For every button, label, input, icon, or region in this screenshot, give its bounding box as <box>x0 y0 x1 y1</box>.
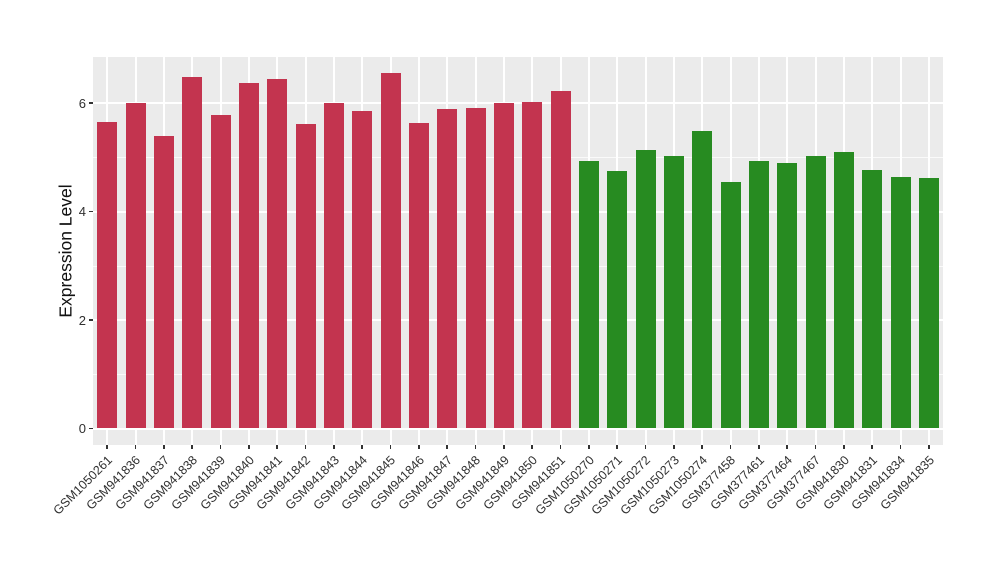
x-tick-mark <box>389 445 392 449</box>
gridline-major-y6 <box>93 102 943 105</box>
x-tick-mark <box>559 445 562 449</box>
bar-GSM1050270 <box>578 160 599 429</box>
bar-GSM941849 <box>493 103 514 429</box>
bar-GSM377458 <box>720 181 741 429</box>
y-tick-label-0: 0 <box>78 421 86 436</box>
gridline-minor <box>93 157 943 159</box>
bar-GSM941845 <box>380 73 401 429</box>
bar-GSM941830 <box>833 151 854 429</box>
x-tick-mark <box>474 445 477 449</box>
plot-panel <box>93 48 943 445</box>
y-tick-label-6: 6 <box>78 95 86 111</box>
bar-GSM941831 <box>862 169 883 429</box>
bar-GSM1050261 <box>97 121 118 429</box>
x-tick-mark <box>673 445 675 449</box>
y-tick-mark <box>89 427 93 430</box>
x-tick-mark <box>304 445 307 449</box>
bar-GSM941850 <box>522 102 543 429</box>
x-tick-mark <box>418 445 420 449</box>
bar-GSM941848 <box>465 108 486 429</box>
x-tick-mark <box>814 445 817 449</box>
x-tick-mark <box>531 445 533 449</box>
gridline-major-y2 <box>93 319 943 322</box>
x-tick-mark <box>333 445 335 449</box>
y-tick-mark <box>89 102 93 104</box>
x-tick-mark <box>503 445 505 449</box>
x-tick-mark <box>644 445 647 449</box>
bar-GSM941837 <box>153 135 174 429</box>
bar-GSM941838 <box>182 76 203 429</box>
y-tick-mark <box>89 210 93 213</box>
bar-GSM941835 <box>918 177 939 429</box>
bar-GSM1050273 <box>663 156 684 429</box>
bar-GSM941839 <box>210 114 231 429</box>
x-tick-mark <box>361 445 363 449</box>
bar-GSM941846 <box>408 122 429 429</box>
gridline-minor <box>93 374 943 376</box>
bar-GSM941844 <box>352 111 373 429</box>
x-tick-mark <box>899 445 902 449</box>
bar-GSM1050272 <box>635 149 656 429</box>
gridline-major-y0 <box>93 427 943 430</box>
bar-GSM377464 <box>777 163 798 429</box>
x-tick-mark <box>701 445 703 449</box>
x-tick-mark <box>276 445 278 449</box>
x-tick-mark <box>843 445 845 449</box>
y-tick-label-2: 2 <box>78 312 86 328</box>
bar-GSM941834 <box>890 176 911 429</box>
x-tick-mark <box>191 445 193 449</box>
bar-GSM941842 <box>295 124 316 429</box>
x-tick-mark <box>928 445 930 449</box>
x-tick-mark <box>786 445 788 449</box>
x-tick-mark <box>588 445 590 449</box>
bar-GSM941847 <box>437 109 458 429</box>
bar-GSM941843 <box>323 103 344 429</box>
bar-GSM1050274 <box>692 131 713 429</box>
x-tick-mark <box>871 445 873 449</box>
bar-GSM941840 <box>238 83 259 429</box>
gridline-minor <box>93 48 943 50</box>
x-tick-mark <box>616 445 618 449</box>
y-tick-label-4: 4 <box>78 204 86 220</box>
x-tick-mark <box>163 445 165 449</box>
bar-GSM1050271 <box>607 170 628 429</box>
y-tick-mark <box>89 319 93 321</box>
x-tick-mark <box>758 445 760 449</box>
bar-GSM377467 <box>805 155 826 429</box>
bar-GSM941841 <box>267 78 288 429</box>
x-tick-mark <box>219 445 222 449</box>
gridline-minor <box>93 265 943 267</box>
x-tick-mark <box>446 445 448 449</box>
x-tick-mark <box>729 445 732 449</box>
gridline-major-y4 <box>93 210 943 213</box>
x-tick-mark <box>134 445 137 449</box>
bar-GSM941836 <box>125 103 146 429</box>
x-tick-mark <box>106 445 108 449</box>
x-tick-mark <box>248 445 250 449</box>
bar-GSM941851 <box>550 90 571 429</box>
bar-GSM377461 <box>748 160 769 429</box>
